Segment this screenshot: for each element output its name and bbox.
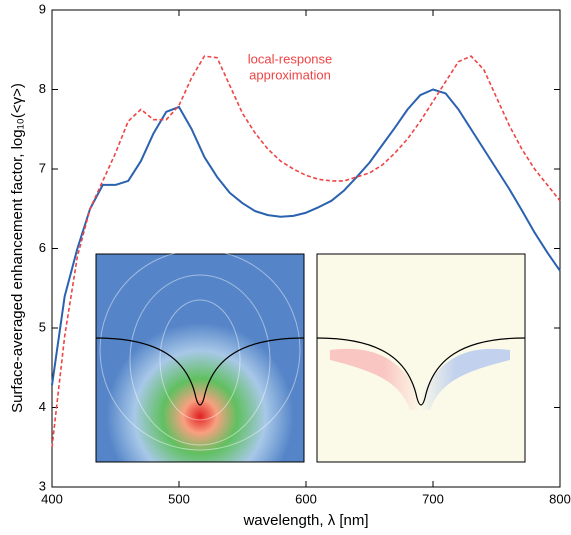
y-tick-label: 5 xyxy=(39,319,46,334)
x-tick-label: 400 xyxy=(41,491,63,506)
y-tick-label: 8 xyxy=(39,81,46,96)
y-tick-label: 4 xyxy=(39,399,46,414)
x-tick-label: 800 xyxy=(549,491,571,506)
x-tick-label: 700 xyxy=(422,491,444,506)
y-axis-label: Surface-averaged enhancement factor, log… xyxy=(9,83,26,413)
series-line xyxy=(51,88,561,386)
x-tick-label: 600 xyxy=(295,491,317,506)
y-tick-label: 9 xyxy=(39,1,46,16)
x-tick-label: 500 xyxy=(168,491,190,506)
annotation: approximation xyxy=(249,67,331,82)
inset-left xyxy=(95,249,305,463)
y-tick-label: 7 xyxy=(39,160,46,175)
series-line xyxy=(51,55,561,448)
inset-right xyxy=(316,253,526,463)
y-tick-label: 6 xyxy=(39,240,46,255)
x-axis-label: wavelength, λ [nm] xyxy=(242,512,368,529)
annotation: local-response xyxy=(248,51,333,66)
y-tick-label: 3 xyxy=(39,478,46,493)
